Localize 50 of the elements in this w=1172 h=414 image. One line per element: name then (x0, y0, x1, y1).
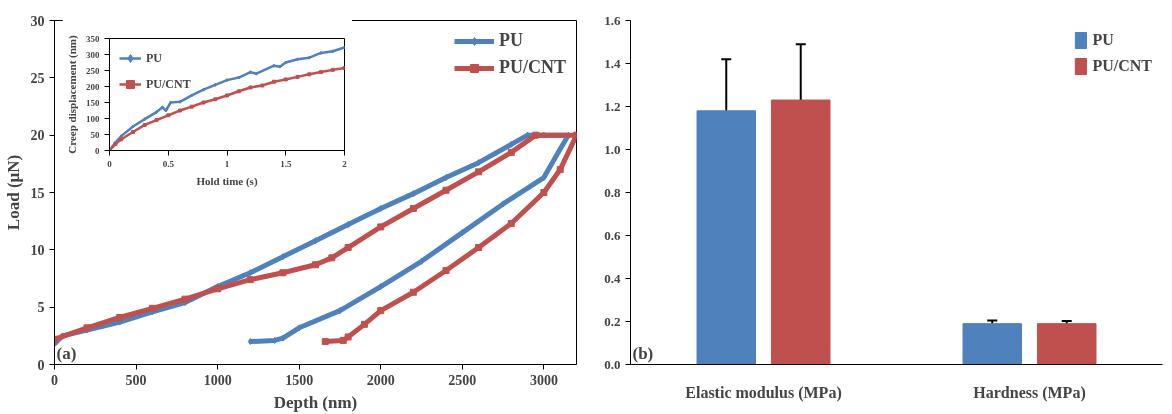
legend-label: PU/CNT (499, 57, 566, 78)
y-tick-label: 50 (90, 129, 100, 140)
y-tick-label: 15 (30, 185, 45, 201)
y-tick-label: 30 (30, 13, 45, 29)
y-tick-label: 0.8 (604, 184, 621, 200)
legend-label: PU/CNT (146, 76, 191, 92)
y-tick-label: 5 (37, 300, 45, 316)
y-tick-label: 25 (30, 70, 45, 86)
y-tick-label: 250 (86, 65, 100, 76)
x-tick-label: 1000 (203, 372, 232, 388)
y-tick-label: 150 (86, 97, 100, 108)
x-tick-label: 0.5 (162, 158, 175, 169)
y-tick-label: 10 (30, 242, 45, 258)
x-tick-label: Hardness (MPa) (973, 383, 1086, 402)
y-tick-label: 200 (86, 81, 100, 92)
x-tick-label: 2500 (448, 372, 477, 388)
x-axis-title: Hold time (s) (196, 174, 258, 188)
legend-label: PU (1092, 31, 1114, 49)
y-tick-label: 100 (86, 113, 100, 124)
x-tick-label: 500 (125, 372, 147, 388)
x-tick-label: 1 (224, 158, 230, 169)
legend-label: PU (499, 30, 523, 51)
x-tick-label: 1500 (285, 372, 314, 388)
y-tick-label: 0 (95, 145, 100, 156)
x-tick-label: 0 (51, 372, 58, 388)
y-axis-title: Load (μN) (3, 154, 23, 231)
legend-label: PU (146, 50, 163, 66)
x-tick-label: 2 (342, 158, 348, 169)
y-tick-label: 1.6 (604, 12, 621, 28)
legend-label: PU/CNT (1092, 57, 1152, 75)
x-tick-label: 3000 (529, 372, 558, 388)
annotation: (a) (56, 343, 77, 363)
y-tick-label: 0.4 (604, 270, 621, 286)
y-tick-label: 0.6 (604, 227, 621, 243)
y-tick-label: 0.2 (604, 313, 621, 329)
x-axis-title: Depth (nm) (273, 392, 358, 412)
x-tick-label: Elastic modulus (MPa) (685, 383, 842, 402)
y-tick-label: 300 (86, 49, 100, 60)
annotation: (b) (632, 343, 654, 363)
y-tick-label: 1.2 (604, 98, 621, 114)
x-tick-label: 1.5 (280, 158, 292, 169)
x-tick-label: 0 (107, 158, 113, 169)
y-tick-label: 0 (37, 357, 45, 373)
x-tick-label: 2000 (366, 372, 395, 388)
y-tick-label: 20 (30, 128, 45, 144)
y-axis-title: Creep displacement (nm) (66, 35, 79, 154)
y-tick-label: 350 (86, 33, 100, 44)
y-tick-label: 1.0 (604, 141, 621, 157)
y-tick-label: 1.4 (604, 55, 621, 71)
y-tick-label: 0.0 (604, 356, 621, 372)
